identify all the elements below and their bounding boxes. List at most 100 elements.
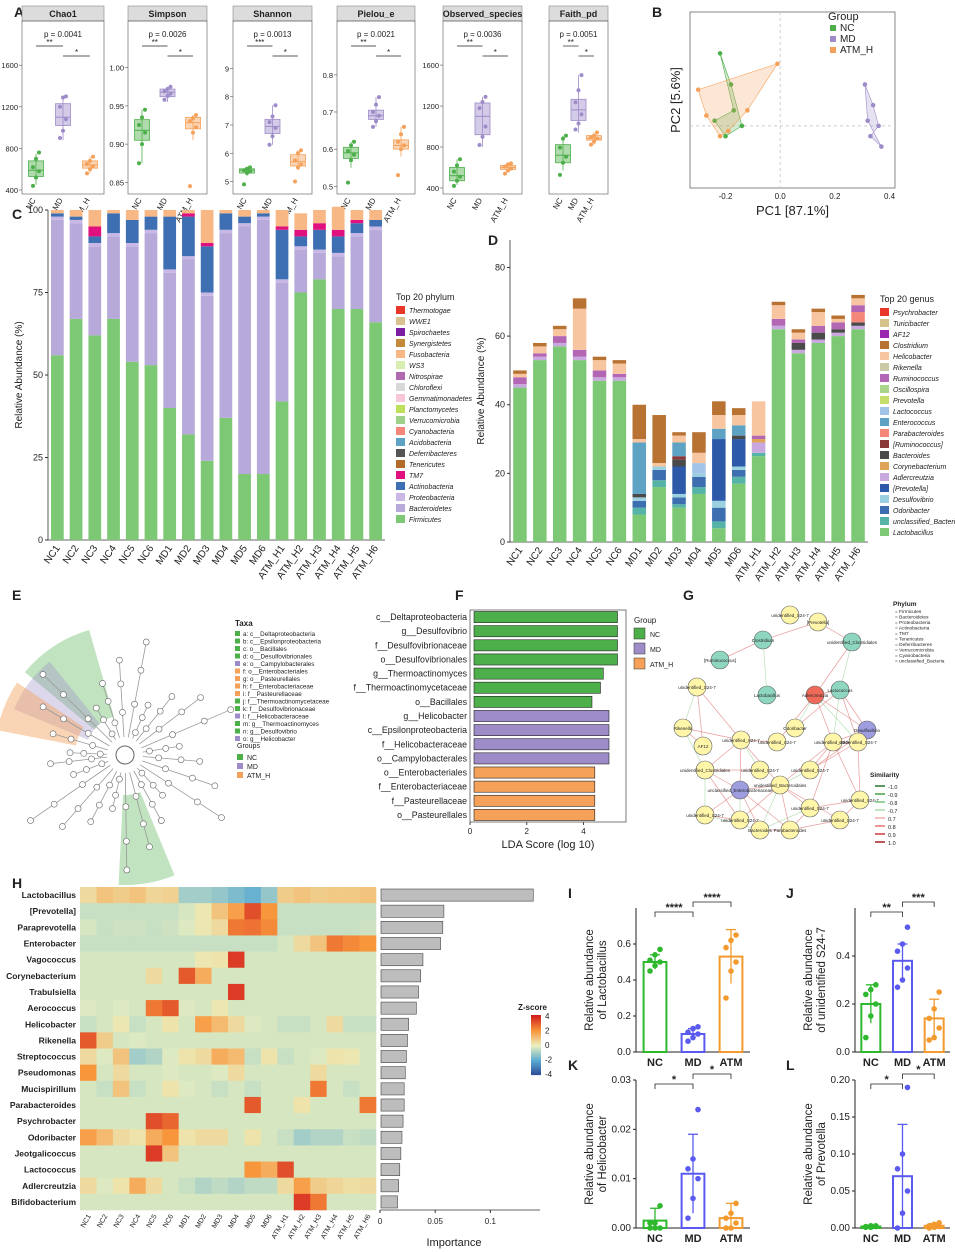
network-node <box>695 760 715 780</box>
legend-label: ATM_H <box>247 773 270 780</box>
sig-stars: *** <box>912 892 926 904</box>
tick-label: 1600 <box>1 61 18 70</box>
bar-segment <box>144 210 158 217</box>
category-label: NC5 <box>117 543 138 566</box>
heatmap-cell <box>96 967 114 985</box>
legend-swatch <box>880 528 889 536</box>
group-hull <box>864 84 882 147</box>
heatmap-cell <box>112 887 130 904</box>
legend-swatch <box>880 429 889 437</box>
bar-segment <box>533 342 547 347</box>
node <box>106 781 113 789</box>
sig-bracket <box>692 1073 732 1079</box>
clade-sector <box>118 791 175 885</box>
heatmap-cell <box>244 1193 262 1211</box>
colorbar-segment <box>531 1021 541 1023</box>
bar-segment <box>771 329 786 542</box>
category-label: MD4 <box>683 545 704 569</box>
importance-bar <box>380 985 419 999</box>
tick-label: 0 <box>378 1217 383 1226</box>
sample-point <box>728 82 734 87</box>
bar-segment <box>533 346 547 354</box>
tick-label: 800 <box>5 144 18 153</box>
sample-point <box>558 145 562 150</box>
sig-stars: * <box>585 48 588 57</box>
heatmap-cell <box>96 951 114 969</box>
heatmap-cell <box>129 1161 147 1178</box>
heatmap-cell <box>359 919 377 936</box>
heatmap-cell <box>343 967 360 985</box>
category-label: NC <box>863 1057 879 1069</box>
bar-segment <box>791 332 806 340</box>
sample-point <box>31 183 35 188</box>
bar-segment <box>163 210 177 217</box>
lda-bar <box>473 611 618 623</box>
legend-label: 0.8 <box>888 825 896 831</box>
tick-label: 0.4 <box>617 975 631 986</box>
legend-label: = Firmicutes <box>895 609 922 615</box>
bar-segment <box>88 335 102 540</box>
sample-point <box>695 1024 701 1030</box>
bar-segment <box>632 442 647 494</box>
heatmap-cell <box>80 983 97 1001</box>
bar-segment <box>313 279 326 540</box>
heatmap-cell <box>129 1032 147 1049</box>
column-label: MD2 <box>195 1213 209 1229</box>
bar-segment <box>751 401 766 436</box>
heatmap-cell <box>195 983 212 1001</box>
bar-segment <box>200 295 214 461</box>
category-label: MD5 <box>229 543 250 567</box>
legend-title: Phylum <box>893 601 917 608</box>
sample-point <box>58 136 62 140</box>
lda-bar <box>473 752 610 765</box>
sample-point <box>868 1222 874 1229</box>
node <box>47 760 54 768</box>
tick-label: 0 <box>38 535 43 545</box>
heatmap-cell <box>228 935 245 952</box>
bar-segment <box>791 353 806 542</box>
bar-segment <box>513 373 527 378</box>
bar-segment <box>751 442 766 453</box>
heatmap-cell <box>211 1145 229 1162</box>
node-label: unidentified_Clostridiales <box>827 640 878 645</box>
sample-point <box>647 1220 653 1226</box>
bar-segment <box>692 452 706 464</box>
sample-point <box>88 167 92 172</box>
category-label: NC6 <box>136 543 157 566</box>
bar-segment <box>652 415 666 464</box>
sample-point <box>652 952 658 958</box>
category-label: NC1 <box>505 545 526 568</box>
heatmap-cell <box>310 1113 327 1130</box>
sample-point <box>399 132 403 137</box>
sample-point <box>293 179 297 184</box>
heatmap-cell <box>145 1177 163 1195</box>
heatmap-cell <box>211 1048 229 1065</box>
colorbar-segment <box>531 1049 541 1052</box>
heatmap-cell <box>96 1161 114 1178</box>
heatmap-cell <box>293 1032 311 1049</box>
sample-point <box>64 94 68 99</box>
box <box>290 154 306 167</box>
heatmap-cell <box>244 935 262 952</box>
legend-label: -0.7 <box>888 809 897 815</box>
bar-segment <box>572 349 587 357</box>
lda-bar <box>473 809 596 821</box>
frame <box>469 609 627 823</box>
category-label: MD1 <box>624 545 645 569</box>
branch <box>127 641 147 738</box>
tick-label: 7 <box>225 121 229 130</box>
column-label: NC4 <box>129 1213 142 1229</box>
bar-segment <box>672 442 686 457</box>
sig-stars: * <box>179 48 182 57</box>
importance-bar <box>380 1114 404 1128</box>
category-label: NC1 <box>42 543 63 566</box>
heatmap-cell <box>129 1000 147 1017</box>
bar-segment <box>712 415 726 429</box>
heatmap-cell <box>80 1145 97 1162</box>
heatmap-cell <box>211 1129 229 1146</box>
category-label: NC <box>647 1233 663 1245</box>
bar-segment <box>182 213 195 217</box>
heatmap-cell <box>129 1145 147 1162</box>
panel-title: Shannon <box>253 9 292 19</box>
heatmap-cell <box>178 1177 196 1195</box>
